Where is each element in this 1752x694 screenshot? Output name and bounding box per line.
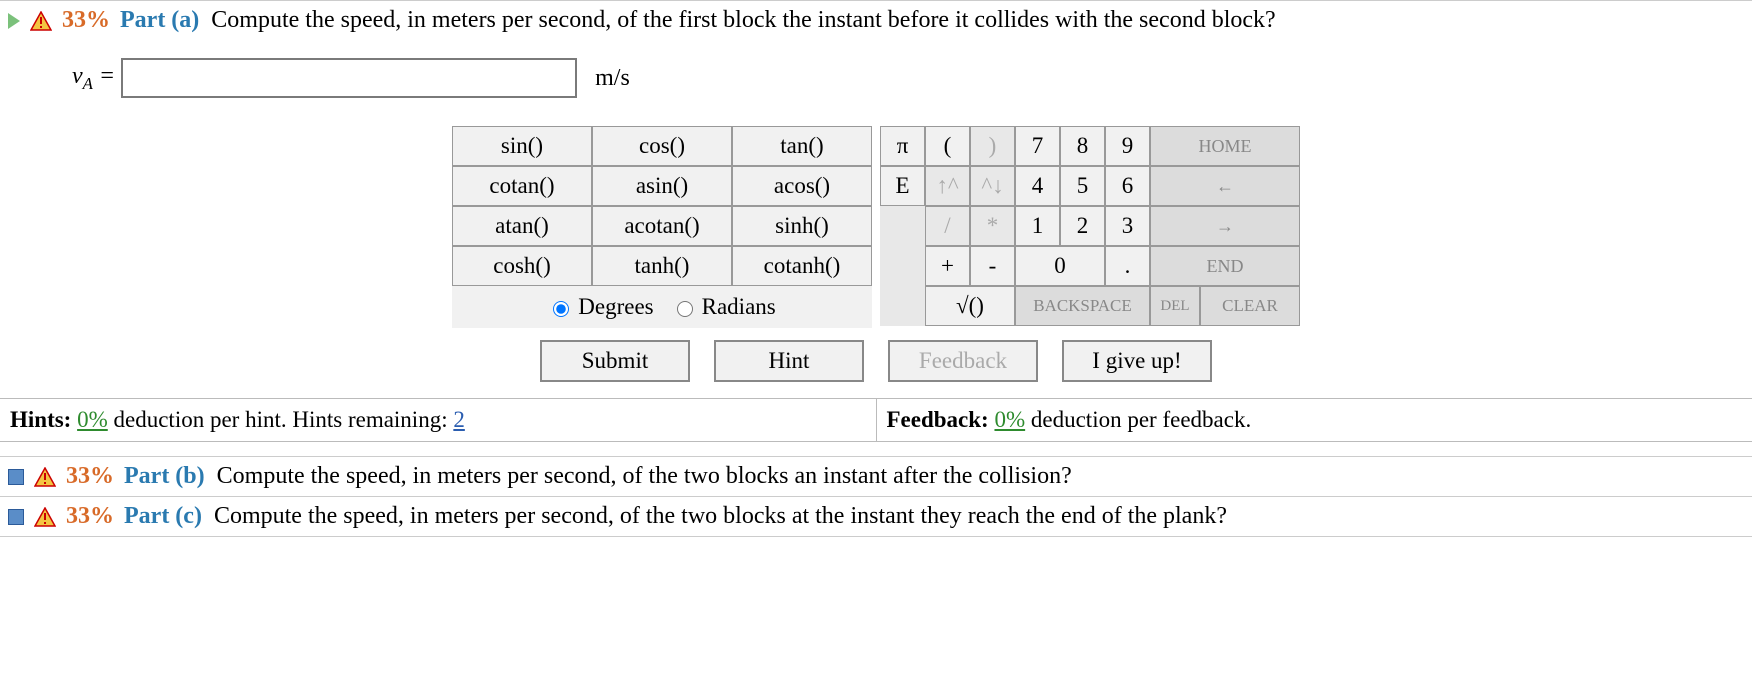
actions-row: Submit Hint Feedback I give up! xyxy=(0,340,1752,398)
key-right[interactable]: → xyxy=(1150,206,1300,246)
fn-acos[interactable]: acos() xyxy=(732,166,872,206)
fn-tan[interactable]: tan() xyxy=(732,126,872,166)
key-empty-2 xyxy=(880,246,925,286)
part-b-question: Compute the speed, in meters per second,… xyxy=(217,463,1072,490)
key-lparen[interactable]: ( xyxy=(925,126,970,166)
key-slash[interactable]: / xyxy=(925,206,970,246)
giveup-button[interactable]: I give up! xyxy=(1062,340,1212,382)
key-up[interactable]: ↑^ xyxy=(925,166,970,206)
expand-icon[interactable] xyxy=(8,13,20,29)
radians-radio[interactable]: Radians xyxy=(672,294,776,320)
key-pi[interactable]: π xyxy=(880,126,925,166)
key-plus[interactable]: + xyxy=(925,246,970,286)
key-rparen[interactable]: ) xyxy=(970,126,1015,166)
key-sqrt[interactable]: √() xyxy=(925,286,1015,326)
warning-icon xyxy=(30,11,52,31)
key-3[interactable]: 3 xyxy=(1105,206,1150,246)
collapse-icon xyxy=(8,469,24,485)
part-a-percent: 33% xyxy=(62,7,110,34)
key-E[interactable]: E xyxy=(880,166,925,206)
key-2[interactable]: 2 xyxy=(1060,206,1105,246)
key-empty-3 xyxy=(880,286,925,326)
fn-acotan[interactable]: acotan() xyxy=(592,206,732,246)
key-backspace[interactable]: BACKSPACE xyxy=(1015,286,1150,326)
key-star[interactable]: * xyxy=(970,206,1015,246)
keypad-grid: π ( ) 7 8 9 HOME E ↑^ ^↓ 4 5 6 ← / * 1 2… xyxy=(880,126,1300,326)
part-c-question: Compute the speed, in meters per second,… xyxy=(214,503,1227,530)
fn-sin[interactable]: sin() xyxy=(452,126,592,166)
hints-info: Hints: 0% deduction per hint. Hints rema… xyxy=(0,399,876,441)
fn-sinh[interactable]: sinh() xyxy=(732,206,872,246)
part-a-header: 33% Part (a) Compute the speed, in meter… xyxy=(0,0,1752,40)
part-a-question: Compute the speed, in meters per second,… xyxy=(211,7,1275,34)
answer-row: vA = m/s xyxy=(0,40,1752,126)
feedback-button[interactable]: Feedback xyxy=(888,340,1038,382)
key-empty xyxy=(880,206,925,246)
part-c-label: Part (c) xyxy=(124,503,202,530)
part-b-percent: 33% xyxy=(66,463,114,490)
fn-cos[interactable]: cos() xyxy=(592,126,732,166)
calculator: sin() cos() tan() cotan() asin() acos() … xyxy=(0,126,1752,340)
feedback-info: Feedback: 0% deduction per feedback. xyxy=(876,399,1752,441)
part-c-header[interactable]: 33% Part (c) Compute the speed, in meter… xyxy=(0,496,1752,537)
key-down[interactable]: ^↓ xyxy=(970,166,1015,206)
key-end[interactable]: END xyxy=(1150,246,1300,286)
collapse-icon xyxy=(8,509,24,525)
fn-cotan[interactable]: cotan() xyxy=(452,166,592,206)
part-a-label: Part (a) xyxy=(120,7,199,34)
hint-button[interactable]: Hint xyxy=(714,340,864,382)
fn-asin[interactable]: asin() xyxy=(592,166,732,206)
key-1[interactable]: 1 xyxy=(1015,206,1060,246)
answer-input[interactable] xyxy=(121,58,577,98)
fn-cosh[interactable]: cosh() xyxy=(452,246,592,286)
key-7[interactable]: 7 xyxy=(1015,126,1060,166)
key-clear[interactable]: CLEAR xyxy=(1200,286,1300,326)
key-minus[interactable]: - xyxy=(970,246,1015,286)
warning-icon xyxy=(34,507,56,527)
key-0[interactable]: 0 xyxy=(1015,246,1105,286)
degrees-radio[interactable]: Degrees xyxy=(548,294,653,320)
part-b-header[interactable]: 33% Part (b) Compute the speed, in meter… xyxy=(0,456,1752,496)
info-row: Hints: 0% deduction per hint. Hints rema… xyxy=(0,398,1752,442)
fn-tanh[interactable]: tanh() xyxy=(592,246,732,286)
key-left[interactable]: ← xyxy=(1150,166,1300,206)
key-4[interactable]: 4 xyxy=(1015,166,1060,206)
other-parts: 33% Part (b) Compute the speed, in meter… xyxy=(0,442,1752,537)
key-6[interactable]: 6 xyxy=(1105,166,1150,206)
key-home[interactable]: HOME xyxy=(1150,126,1300,166)
fn-atan[interactable]: atan() xyxy=(452,206,592,246)
unit-label: m/s xyxy=(595,65,630,92)
key-8[interactable]: 8 xyxy=(1060,126,1105,166)
warning-icon xyxy=(34,467,56,487)
submit-button[interactable]: Submit xyxy=(540,340,690,382)
key-dot[interactable]: . xyxy=(1105,246,1150,286)
variable-label: vA = xyxy=(72,63,115,94)
key-5[interactable]: 5 xyxy=(1060,166,1105,206)
fn-cotanh[interactable]: cotanh() xyxy=(732,246,872,286)
angle-mode-row: Degrees Radians xyxy=(452,286,872,328)
key-del[interactable]: DEL xyxy=(1150,286,1200,326)
function-grid: sin() cos() tan() cotan() asin() acos() … xyxy=(452,126,872,326)
part-b-label: Part (b) xyxy=(124,463,205,490)
part-c-percent: 33% xyxy=(66,503,114,530)
key-9[interactable]: 9 xyxy=(1105,126,1150,166)
